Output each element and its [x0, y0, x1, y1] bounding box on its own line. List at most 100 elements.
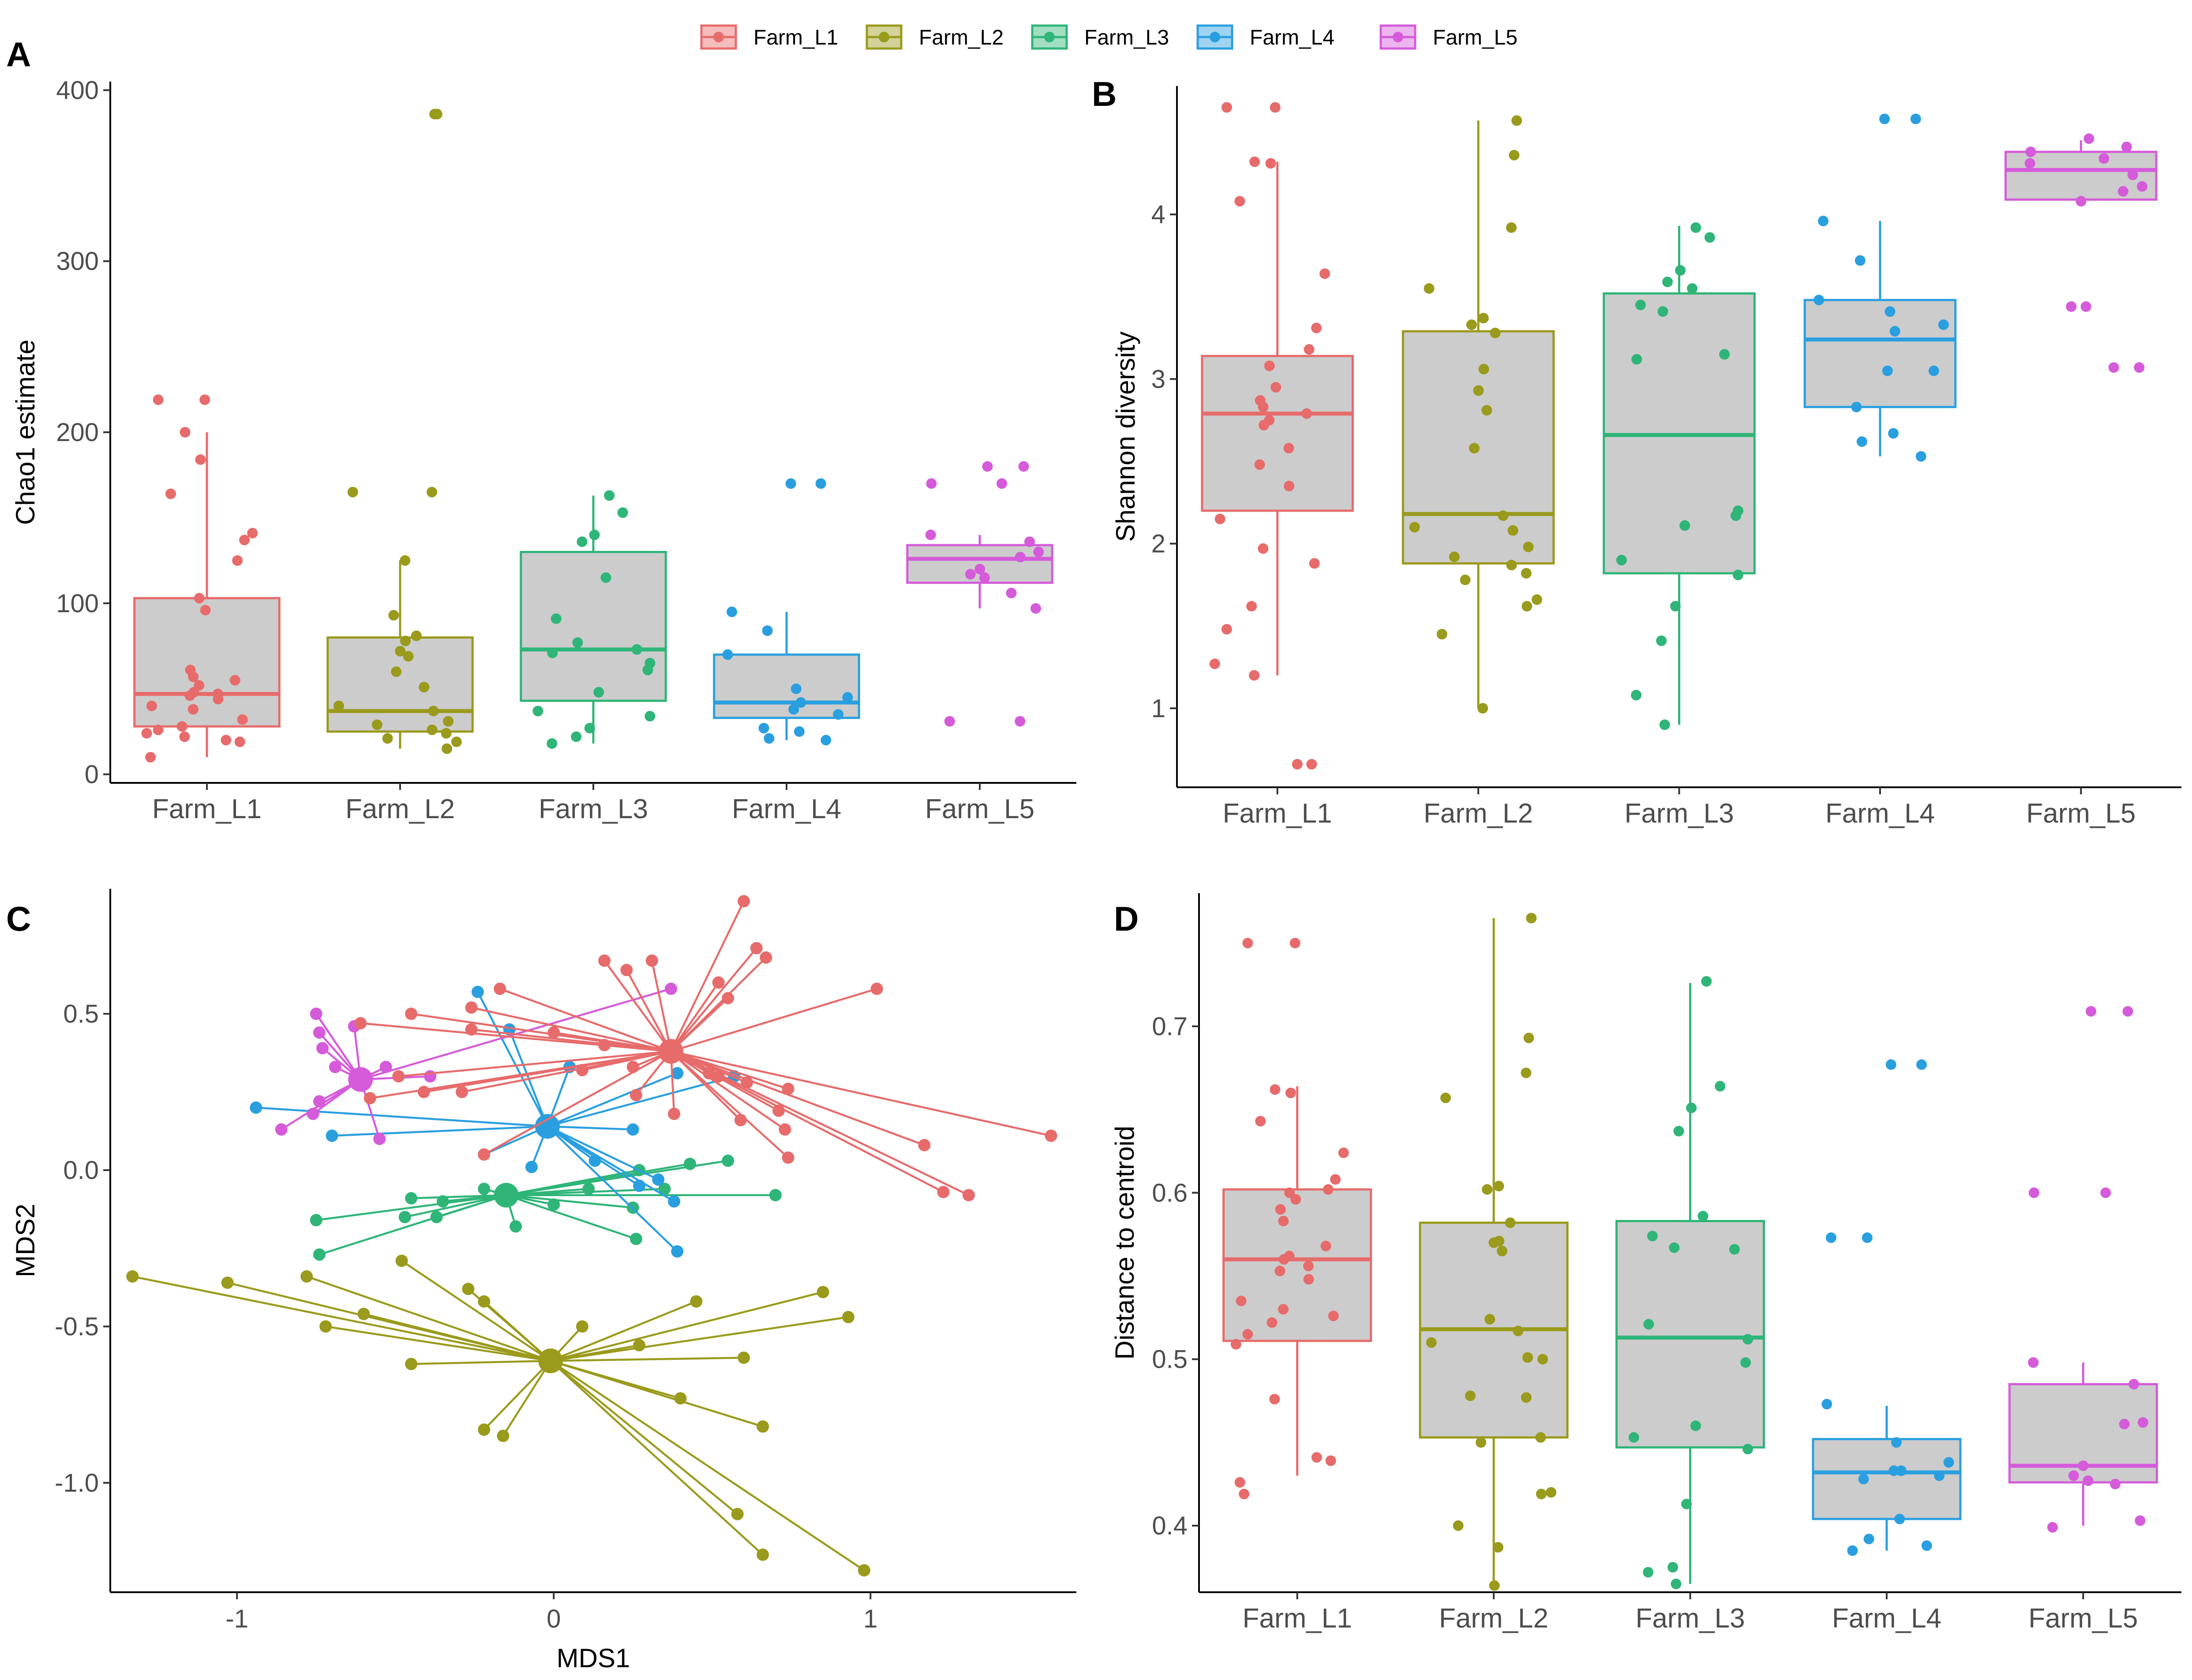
- data-point: [1330, 1174, 1341, 1185]
- data-point: [1303, 1274, 1314, 1285]
- data-point: [1928, 365, 1939, 376]
- y-tick-label: 0.4: [1152, 1512, 1188, 1540]
- data-point: [2078, 1460, 2089, 1471]
- data-point: [347, 486, 358, 498]
- mds-point: [620, 964, 633, 977]
- y-axis-title: MDS2: [11, 1204, 40, 1277]
- data-point: [333, 700, 344, 711]
- mds-point: [629, 1089, 642, 1101]
- mds-point: [329, 1061, 341, 1074]
- mds-point: [817, 1286, 829, 1298]
- spider-line: [550, 1316, 849, 1362]
- box-iqr: [520, 550, 667, 702]
- data-point: [1657, 306, 1668, 317]
- mds-point: [626, 1061, 639, 1074]
- spider-line: [461, 1050, 671, 1093]
- spider-line: [508, 1029, 548, 1127]
- y-tick-label: 1: [1151, 694, 1165, 723]
- data-point: [391, 666, 402, 677]
- spider-line: [551, 1357, 744, 1362]
- data-point: [184, 690, 195, 701]
- data-point: [179, 731, 190, 742]
- spider-line: [550, 1360, 738, 1515]
- mds-point: [962, 1189, 975, 1201]
- x-tick-label: Farm_L5: [2028, 1603, 2138, 1634]
- data-point: [788, 704, 799, 715]
- spider-line: [670, 982, 719, 1052]
- mds-group-farm-l5: [275, 982, 677, 1145]
- spider-line: [316, 1194, 506, 1221]
- data-point: [785, 478, 796, 489]
- mds-point: [405, 1358, 418, 1370]
- mds-point: [307, 1108, 319, 1120]
- data-point: [1270, 1084, 1281, 1095]
- mds-point: [633, 1339, 646, 1351]
- mds-point: [478, 1423, 491, 1436]
- spider-line: [547, 1125, 659, 1181]
- spider-line: [332, 1125, 547, 1137]
- data-point: [1270, 102, 1281, 113]
- data-point: [2136, 181, 2147, 192]
- data-point: [1690, 222, 1701, 233]
- mds-point: [354, 1017, 367, 1029]
- legend-key-point: [1210, 32, 1220, 42]
- mds-point: [918, 1139, 931, 1152]
- data-point: [2137, 1417, 2148, 1428]
- data-point: [382, 733, 393, 744]
- data-point: [1018, 461, 1029, 472]
- data-point: [944, 716, 955, 727]
- data-point: [1686, 1102, 1697, 1113]
- data-point: [1934, 1470, 1945, 1481]
- box-group-farm-l5: [906, 461, 1053, 727]
- x-tick-label: 0: [547, 1605, 561, 1633]
- data-point: [1239, 1489, 1250, 1500]
- data-point: [584, 722, 595, 733]
- data-point: [1896, 1465, 1907, 1476]
- spider-line: [506, 1194, 633, 1209]
- data-point: [1466, 319, 1477, 330]
- spider-line: [550, 1300, 697, 1362]
- spider-line: [547, 1125, 633, 1131]
- data-point: [1742, 1444, 1754, 1455]
- mds-point: [310, 1214, 322, 1227]
- data-point: [815, 478, 826, 489]
- data-point: [2068, 1470, 2079, 1481]
- spider-line: [506, 1188, 589, 1196]
- spider-line: [306, 1275, 551, 1362]
- mds-point: [842, 1311, 855, 1324]
- data-point: [2108, 362, 2119, 373]
- data-point: [1523, 1033, 1534, 1044]
- data-point: [926, 478, 937, 489]
- data-point: [1690, 1420, 1701, 1431]
- data-point: [428, 706, 439, 717]
- mds-point: [373, 1133, 386, 1145]
- data-point: [572, 637, 583, 648]
- data-point: [979, 572, 990, 583]
- spider-line: [670, 1050, 789, 1159]
- data-point: [1915, 451, 1926, 462]
- y-tick-label: 0.6: [1152, 1179, 1188, 1207]
- data-point: [442, 743, 453, 754]
- spider-line: [471, 1007, 671, 1052]
- data-point: [1667, 1562, 1679, 1573]
- data-point: [727, 606, 738, 617]
- mds-point: [1045, 1130, 1057, 1142]
- data-point: [2047, 1522, 2058, 1533]
- data-point: [965, 569, 976, 580]
- legend-label: Farm_L5: [1433, 26, 1518, 49]
- spider-line: [670, 997, 729, 1052]
- data-point: [419, 681, 430, 692]
- data-point: [1015, 552, 1026, 563]
- data-point: [1511, 115, 1522, 126]
- mds-point: [576, 1320, 588, 1333]
- data-point: [1507, 525, 1518, 536]
- data-point: [371, 719, 382, 730]
- data-point: [1306, 759, 1317, 770]
- data-point: [1616, 554, 1627, 565]
- data-point: [631, 644, 642, 655]
- data-point: [2080, 301, 2091, 312]
- y-axis-title: Chao1 estimate: [11, 340, 40, 525]
- mds-point: [782, 1082, 794, 1095]
- x-tick-label: Farm_L3: [1624, 798, 1734, 829]
- data-point: [187, 704, 199, 715]
